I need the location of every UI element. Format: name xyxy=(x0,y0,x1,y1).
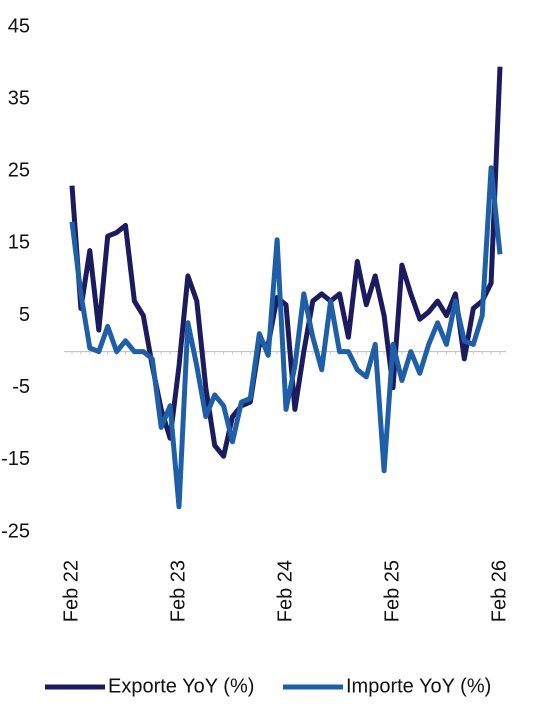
y-tick-label: 5 xyxy=(19,304,30,326)
x-tick-label: Feb 24 xyxy=(274,560,296,622)
y-tick-label: -25 xyxy=(1,520,30,542)
y-tick-label: -5 xyxy=(12,376,30,398)
series-line xyxy=(69,66,503,459)
legend-label: Exporte YoY (%) xyxy=(108,675,254,697)
y-tick-label: 25 xyxy=(8,160,30,182)
y-tick-label: 35 xyxy=(8,87,30,109)
x-tick-label: Feb 22 xyxy=(60,560,82,622)
y-tick-label: -15 xyxy=(1,448,30,470)
x-tick-label: Feb 26 xyxy=(488,560,510,622)
x-tick-label: Feb 23 xyxy=(167,560,189,622)
x-tick-label: Feb 25 xyxy=(381,560,403,622)
y-tick-label: 15 xyxy=(8,232,30,254)
y-tick-label: 45 xyxy=(8,15,30,37)
legend-label: Importe YoY (%) xyxy=(346,675,491,697)
series-line xyxy=(69,165,503,510)
